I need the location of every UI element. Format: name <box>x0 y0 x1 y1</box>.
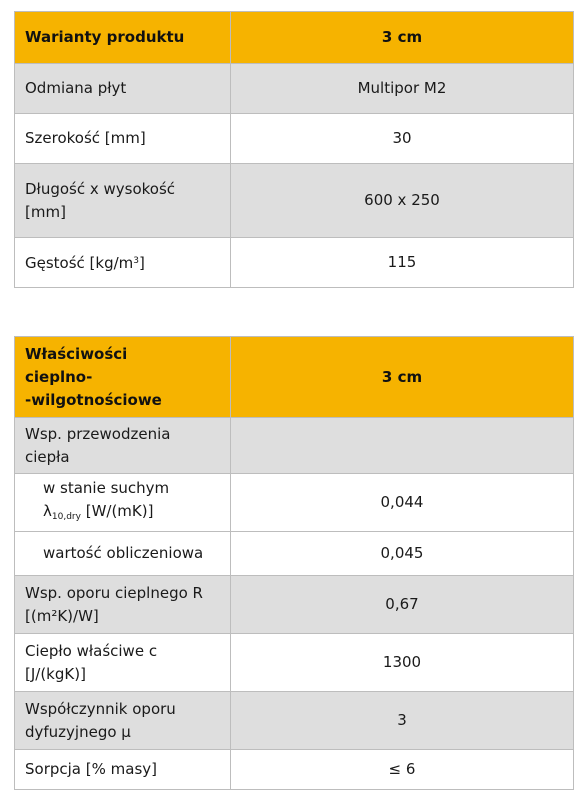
label-line: [J/(kgK)] <box>25 664 86 683</box>
subscript: 10,dry <box>51 511 81 522</box>
header-label: Warianty produktu <box>14 11 231 64</box>
row-value: 0,044 <box>230 473 574 532</box>
table-row: Gęstość [kg/m3] 115 <box>14 237 574 288</box>
table-row: Długość x wysokość [mm] 600 x 250 <box>14 163 574 238</box>
label-line: Wsp. oporu cieplnego R <box>25 583 203 602</box>
row-value: 30 <box>230 113 574 164</box>
unit-text: [W/(mK)] <box>80 501 154 520</box>
row-value: 0,045 <box>230 531 574 576</box>
row-value <box>230 417 574 474</box>
table-row: w stanie suchym λ10,dry [W/(mK)] 0,044 <box>14 473 574 532</box>
row-value: 115 <box>230 237 574 288</box>
row-label: wartość obliczeniowa <box>14 531 231 576</box>
table-row: Ciepło właściwe c [J/(kgK)] 1300 <box>14 633 574 692</box>
row-value: 0,67 <box>230 575 574 634</box>
table-row: Wsp. przewodzenia ciepła <box>14 417 574 474</box>
row-label: Odmiana płyt <box>14 63 231 114</box>
label-line: dyfuzyjnego μ <box>25 722 131 741</box>
label-text: ] <box>139 254 145 272</box>
row-value: ≤ 6 <box>230 749 574 790</box>
label-line: Ciepło właściwe c <box>25 641 158 660</box>
row-value: 1300 <box>230 633 574 692</box>
table-row: Odmiana płyt Multipor M2 <box>14 63 574 114</box>
label-line: w stanie suchym <box>43 478 170 497</box>
row-label: Szerokość [mm] <box>14 113 231 164</box>
table-row: Współczynnik oporu dyfuzyjnego μ 3 <box>14 691 574 750</box>
label-line: λ10,dry [W/(mK)] <box>43 500 220 529</box>
label-text: Gęstość [kg/m <box>25 254 134 272</box>
table-row: Szerokość [mm] 30 <box>14 113 574 164</box>
row-label: Wsp. przewodzenia ciepła <box>14 417 231 474</box>
header-label-line: Właściwości <box>25 344 128 363</box>
label-line: Wsp. przewodzenia <box>25 424 171 443</box>
row-label: Ciepło właściwe c [J/(kgK)] <box>14 633 231 692</box>
thermal-moisture-properties-table: Właściwości cieplno- -wilgotnościowe 3 c… <box>14 336 574 790</box>
table-header-row: Właściwości cieplno- -wilgotnościowe 3 c… <box>14 336 574 418</box>
header-label-line: -wilgotnościowe <box>25 390 162 409</box>
header-value: 3 cm <box>230 336 574 418</box>
row-label: w stanie suchym λ10,dry [W/(mK)] <box>14 473 231 532</box>
superscript: 3 <box>133 256 140 266</box>
product-variants-table: Warianty produktu 3 cm Odmiana płyt Mult… <box>14 11 574 288</box>
row-label: Długość x wysokość [mm] <box>14 163 231 238</box>
row-value: 600 x 250 <box>230 163 574 238</box>
header-label-line: cieplno- <box>25 367 93 386</box>
table-row: Sorpcja [% masy] ≤ 6 <box>14 749 574 790</box>
row-value: 3 <box>230 691 574 750</box>
table-row: Wsp. oporu cieplnego R [(m²K)/W] 0,67 <box>14 575 574 634</box>
header-value: 3 cm <box>230 11 574 64</box>
row-label: Sorpcja [% masy] <box>14 749 231 790</box>
label-line: [(m²K)/W] <box>25 606 99 625</box>
label-line: Współczynnik oporu <box>25 699 176 718</box>
table-header-row: Warianty produktu 3 cm <box>14 11 574 64</box>
row-label: Wsp. oporu cieplnego R [(m²K)/W] <box>14 575 231 634</box>
row-value: Multipor M2 <box>230 63 574 114</box>
header-label: Właściwości cieplno- -wilgotnościowe <box>14 336 231 418</box>
table-row: wartość obliczeniowa 0,045 <box>14 531 574 576</box>
lambda-symbol: λ <box>43 501 52 520</box>
row-label: Gęstość [kg/m3] <box>14 237 231 288</box>
row-label: Współczynnik oporu dyfuzyjnego μ <box>14 691 231 750</box>
label-line: ciepła <box>25 447 70 466</box>
